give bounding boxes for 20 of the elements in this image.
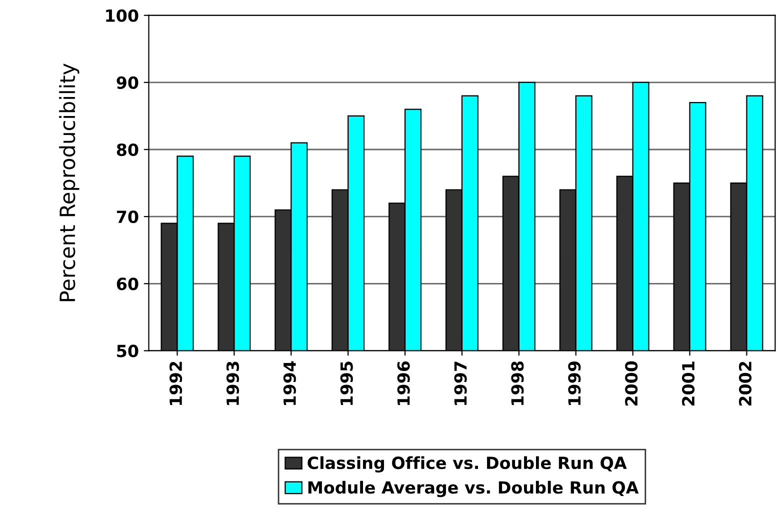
x-tick-label: 2002 (738, 362, 752, 406)
y-tick-label: 90 (116, 76, 138, 89)
x-tick-label: 1997 (454, 362, 467, 405)
x-tick-label: 1999 (568, 362, 581, 405)
y-tick-label: 100 (106, 9, 138, 22)
x-tick-label: 1995 (340, 362, 353, 405)
y-axis-title: Percent Reproducibility (59, 64, 80, 302)
x-tick-label: 1998 (511, 361, 524, 405)
x-tick-label: 1996 (397, 361, 410, 405)
legend-label: Classing Office vs. Double Run QA (308, 456, 627, 473)
x-tick-label: 1994 (283, 361, 296, 405)
x-tick-label: 2000 (625, 361, 638, 406)
y-tick-label: 50 (117, 344, 138, 358)
y-tick-label: 60 (116, 278, 138, 290)
x-tick-label: 1992 (169, 362, 182, 405)
y-tick-label: 80 (116, 143, 138, 156)
x-tick-label: 2001 (682, 362, 695, 406)
x-tick-label: 1993 (226, 362, 240, 405)
legend-label: Module Average vs. Double Run QA (308, 480, 639, 498)
y-tick-label: 70 (116, 210, 138, 224)
